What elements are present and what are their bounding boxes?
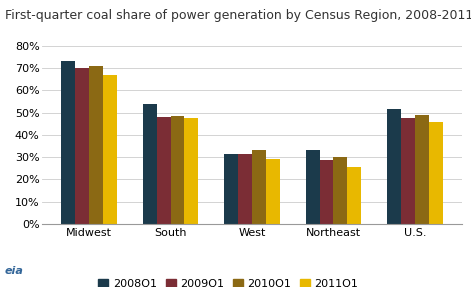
Bar: [103, 75, 117, 224]
Bar: [266, 159, 280, 224]
Bar: [387, 109, 401, 224]
Bar: [415, 115, 429, 224]
Bar: [171, 116, 185, 224]
Bar: [319, 160, 333, 224]
Bar: [75, 68, 89, 224]
Text: eia: eia: [5, 266, 24, 276]
Bar: [143, 104, 157, 224]
Legend: 2008Q1, 2009Q1, 2010Q1, 2011Q1: 2008Q1, 2009Q1, 2010Q1, 2011Q1: [98, 279, 358, 287]
Bar: [61, 61, 75, 224]
Bar: [185, 118, 198, 224]
Bar: [333, 157, 347, 224]
Bar: [306, 150, 319, 224]
Bar: [429, 121, 443, 224]
Bar: [252, 150, 266, 224]
Bar: [89, 66, 103, 224]
Bar: [238, 154, 252, 224]
Bar: [401, 118, 415, 224]
Bar: [347, 167, 361, 224]
Text: First-quarter coal share of power generation by Census Region, 2008-2011: First-quarter coal share of power genera…: [5, 9, 471, 22]
Bar: [224, 154, 238, 224]
Bar: [157, 117, 171, 224]
